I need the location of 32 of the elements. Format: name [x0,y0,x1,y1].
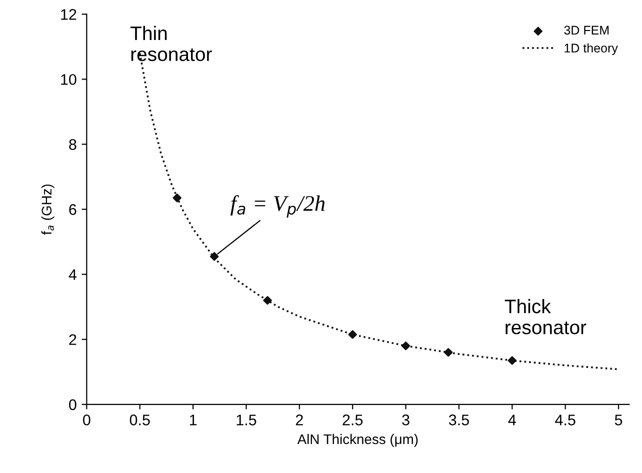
x-tick-label: 0 [83,414,90,426]
y-tick-label: 12 [61,9,76,20]
point [210,252,219,261]
x-tick-label: 3.5 [448,414,469,426]
legend-label: 1D theory [564,43,618,55]
annotation: f$_{a}$ = V$_{p}$/2h [230,195,325,218]
y-tick-label: 2 [69,334,76,345]
annotation: Thick resonator [504,299,586,334]
x-tick-label: 0.5 [130,414,150,426]
y-tick-label: 8 [69,139,76,150]
x-tick-label: 4 [508,414,516,426]
y-axis-title: f$_{a}$ (GHz) [41,184,54,235]
x-tick-label: 5 [614,414,622,426]
point [444,348,453,357]
x-tick-label: 4.5 [555,414,576,426]
x-tick-label: 2.5 [342,414,363,426]
point [348,330,357,339]
x-tick-label: 3 [402,414,410,426]
point [172,194,182,202]
x-axis-title: AlN Thickness (μm) [297,434,418,447]
y-tick-label: 10 [61,74,76,85]
legend-label: 3D FEM [564,26,609,35]
point [263,296,272,305]
point [401,342,410,350]
x-tick-label: 2 [296,414,303,426]
point [508,356,517,365]
y-tick-label: 6 [69,204,76,215]
y-tick-label: 4 [68,269,76,280]
x-tick-label: 1 [190,414,197,426]
y-tick-label: 0 [69,399,76,410]
x-tick-label: 1.5 [236,414,256,426]
annotation: Thin resonator [130,26,212,62]
